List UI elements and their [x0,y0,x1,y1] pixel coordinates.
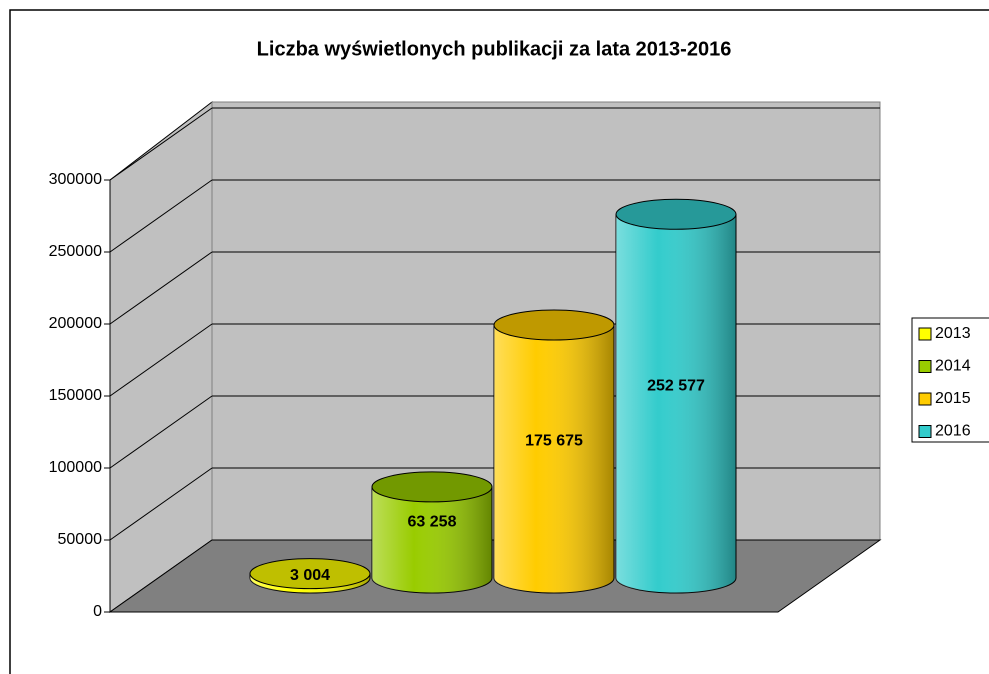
grid-line [109,467,213,541]
bar-top [493,309,615,341]
y-tick-label: 250000 [49,243,102,260]
bar-top-shade [616,199,736,230]
grid-line [109,179,213,253]
data-label: 252 577 [647,377,705,394]
chart-title: Liczba wyświetlonych publikacji za lata … [257,38,732,60]
y-tick-label: 150000 [49,387,102,404]
bar-top [371,471,493,503]
legend-label: 2016 [935,423,971,440]
bar-top-shade [372,471,492,502]
y-tick-label: 100000 [49,459,102,476]
legend-label: 2014 [935,358,971,375]
legend-label: 2013 [935,325,971,342]
bar-top [615,198,737,230]
y-tick-label: 0 [93,603,102,620]
y-tick-label: 300000 [49,171,102,188]
data-label: 63 258 [408,514,457,531]
legend-swatch [918,327,932,341]
legend-label: 2015 [935,390,971,407]
bar-shade [372,486,492,593]
bar-shade [494,325,614,593]
y-tick-label: 50000 [58,531,103,548]
bar-shade [616,214,736,593]
data-label: 3 004 [290,567,330,584]
y-tick-label: 200000 [49,315,102,332]
bar-top-shade [494,310,614,341]
legend-swatch [918,392,932,406]
grid-line [109,395,213,469]
bar-top-shade [250,558,370,589]
grid-line [109,323,213,397]
side-wall [109,100,213,613]
grid-line [109,107,213,181]
bar-top [249,558,371,590]
legend [911,317,989,443]
legend-swatch [918,360,932,373]
legend-swatch [918,425,932,438]
data-label: 175 675 [525,433,583,450]
grid-line [109,251,213,325]
